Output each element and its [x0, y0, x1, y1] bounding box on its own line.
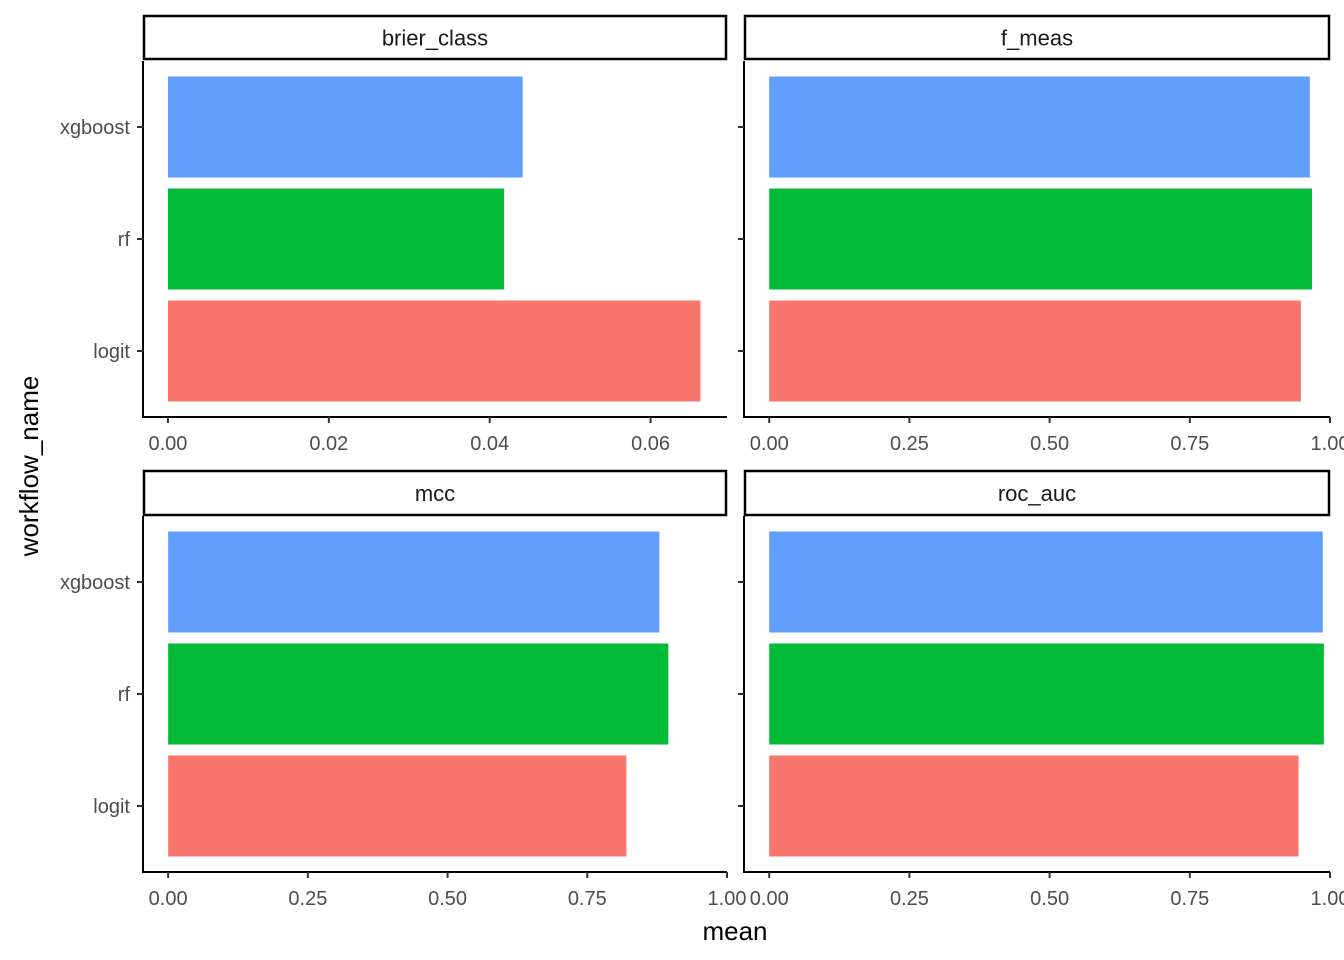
y-axis-title: workflow_name [14, 376, 44, 558]
x-tick-label: 0.00 [750, 433, 789, 455]
strip-label: mcc [415, 481, 455, 506]
facet-panel-f_meas: f_meas 0.00 0.25 0.50 0.75 1.00 [738, 14, 1344, 455]
bar-xgboost [167, 76, 523, 178]
bar-rf [769, 643, 1324, 745]
x-tick-label: 1.00 [708, 888, 747, 910]
y-tick-label-logit: logit [93, 341, 130, 363]
x-tick-label: 0.02 [309, 433, 348, 455]
y-tick-label-rf: rf [118, 229, 131, 251]
x-tick-label: 0.50 [428, 888, 467, 910]
strip-box [743, 469, 1331, 517]
y-tick-label-logit: logit [93, 796, 130, 818]
x-tick-label: 0.04 [470, 433, 509, 455]
x-tick-label: 1.00 [1311, 433, 1344, 455]
x-tick-label: 0.50 [1030, 433, 1069, 455]
x-tick-label: 1.00 [1311, 888, 1344, 910]
x-tick-label: 0.25 [890, 433, 929, 455]
bar-xgboost [769, 531, 1323, 633]
bar-logit [769, 755, 1299, 857]
bar-rf [167, 188, 505, 290]
y-tick-label-xgboost: xgboost [60, 572, 130, 594]
bar-xgboost [769, 76, 1310, 178]
y-tick-label-rf: rf [118, 684, 131, 706]
x-tick-label: 0.06 [631, 433, 670, 455]
bar-logit [769, 300, 1301, 402]
strip-label: brier_class [382, 26, 488, 51]
x-tick-label: 0.00 [750, 888, 789, 910]
bar-rf [769, 188, 1313, 290]
strip-label: roc_auc [998, 481, 1076, 506]
strip-label: f_meas [1001, 26, 1073, 51]
x-tick-label: 0.00 [148, 433, 187, 455]
x-tick-label: 0.25 [288, 888, 327, 910]
bar-logit [167, 300, 701, 402]
x-tick-label: 0.50 [1030, 888, 1069, 910]
x-tick-label: 0.75 [1170, 888, 1209, 910]
x-tick-label: 0.25 [890, 888, 929, 910]
bar-rf [168, 643, 669, 745]
x-tick-label: 0.75 [568, 888, 607, 910]
strip-box [743, 14, 1331, 61]
facet-panel-mcc: mcc logit rf xgboost 0.00 0.25 0.50 0.75 1.00 [60, 469, 747, 910]
facet-panel-roc_auc: roc_auc 0.00 0.25 0.50 0.75 1.00 [738, 469, 1344, 910]
bar-xgboost [168, 531, 660, 633]
strip-box [142, 14, 728, 61]
x-tick-label: 0.75 [1170, 433, 1209, 455]
y-tick-label-xgboost: xgboost [60, 117, 130, 139]
x-tick-label: 0.00 [149, 888, 188, 910]
bar-logit [168, 755, 627, 857]
strip-box [142, 469, 728, 517]
x-axis-title: mean [702, 916, 767, 946]
